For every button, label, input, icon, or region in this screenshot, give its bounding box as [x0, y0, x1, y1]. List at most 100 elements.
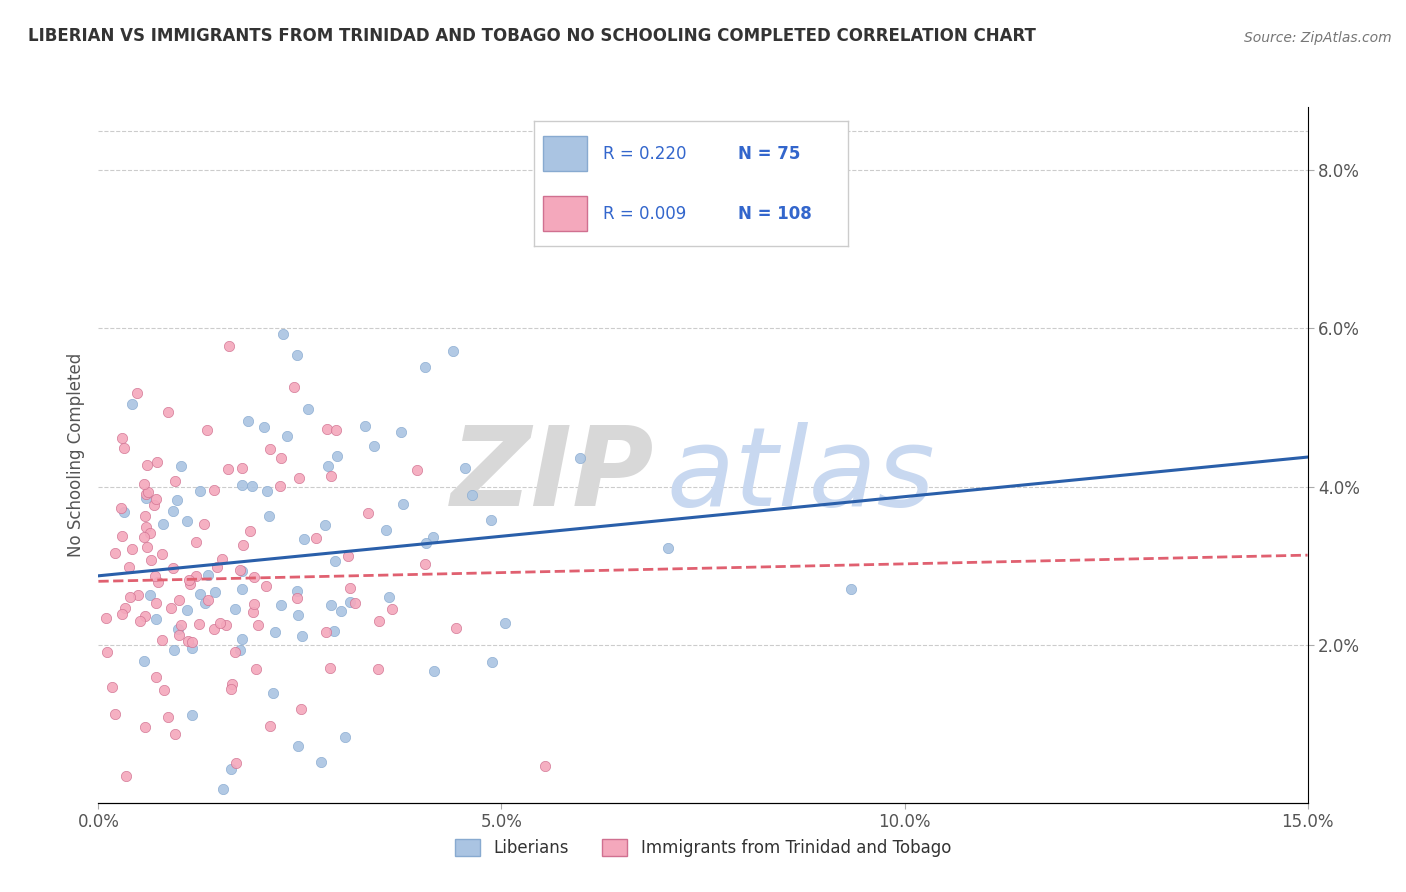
Point — [167, 622, 190, 636]
Point — [184, 569, 207, 583]
Point — [239, 524, 262, 538]
Point — [236, 414, 259, 428]
Point — [100, 681, 122, 695]
Point — [157, 405, 180, 419]
Point — [229, 643, 252, 657]
Point — [232, 538, 254, 552]
Point — [354, 419, 377, 434]
Point — [339, 581, 361, 595]
Point — [117, 821, 139, 835]
Point — [381, 602, 404, 616]
Point — [224, 645, 246, 659]
Point — [153, 682, 176, 697]
Point — [270, 598, 292, 612]
Point — [422, 529, 444, 543]
Point — [142, 498, 165, 512]
Point — [181, 641, 204, 656]
Point — [319, 469, 342, 483]
Point — [167, 593, 190, 607]
Point — [319, 660, 342, 674]
Point — [132, 654, 155, 668]
Point — [413, 359, 436, 374]
Point — [104, 706, 127, 721]
Point — [145, 491, 167, 506]
Point — [111, 432, 134, 446]
Point — [441, 344, 464, 359]
Point — [231, 582, 253, 597]
Point — [481, 656, 503, 670]
Point — [146, 455, 169, 469]
Point — [163, 727, 186, 741]
Point — [285, 348, 308, 362]
Point — [290, 702, 312, 716]
Point — [170, 459, 193, 474]
Point — [291, 629, 314, 643]
Point — [368, 614, 391, 628]
Point — [96, 611, 118, 625]
Point — [188, 587, 211, 601]
Point — [415, 535, 437, 549]
Point — [287, 739, 309, 754]
Point — [254, 579, 277, 593]
Point — [285, 583, 308, 598]
Point — [132, 476, 155, 491]
Point — [184, 535, 207, 549]
Point — [259, 442, 281, 456]
Point — [240, 479, 263, 493]
Point — [181, 708, 204, 723]
Point — [120, 590, 142, 604]
Point — [110, 501, 132, 516]
Point — [326, 449, 349, 463]
Point — [138, 588, 160, 602]
Point — [228, 563, 250, 577]
Point — [378, 590, 401, 604]
Point — [145, 670, 167, 684]
Point — [159, 601, 181, 615]
Point — [288, 471, 311, 485]
Point — [357, 506, 380, 520]
Point — [197, 592, 219, 607]
Point — [136, 541, 159, 555]
Point — [188, 483, 211, 498]
Point — [243, 570, 266, 584]
Point — [423, 664, 446, 678]
Point — [389, 425, 412, 439]
Point — [104, 546, 127, 560]
Point — [221, 677, 243, 691]
Point — [231, 461, 253, 475]
Point — [243, 598, 266, 612]
Point — [283, 380, 305, 394]
Point — [181, 635, 204, 649]
Point — [204, 585, 226, 599]
Point — [270, 451, 292, 466]
Point — [323, 624, 346, 639]
Point — [321, 598, 343, 612]
Point — [162, 561, 184, 575]
Point — [479, 513, 502, 527]
Point — [152, 516, 174, 531]
Point — [197, 568, 219, 582]
Legend: Liberians, Immigrants from Trinidad and Tobago: Liberians, Immigrants from Trinidad and … — [449, 832, 957, 864]
Point — [111, 529, 134, 543]
Point — [150, 547, 173, 561]
Point — [259, 719, 281, 733]
Point — [211, 552, 233, 566]
Point — [148, 575, 170, 590]
Point — [129, 614, 152, 628]
Point — [297, 401, 319, 416]
Y-axis label: No Schooling Completed: No Schooling Completed — [66, 353, 84, 557]
Point — [176, 603, 198, 617]
Point — [271, 326, 294, 341]
Point — [315, 625, 337, 640]
Point — [125, 385, 148, 400]
Point — [285, 591, 308, 605]
Point — [316, 458, 339, 473]
Point — [134, 509, 156, 524]
Point — [375, 523, 398, 537]
Text: atlas: atlas — [666, 422, 935, 529]
Point — [269, 478, 291, 492]
Point — [135, 491, 157, 505]
Point — [114, 856, 136, 871]
Point — [112, 441, 135, 455]
Point — [315, 422, 337, 436]
